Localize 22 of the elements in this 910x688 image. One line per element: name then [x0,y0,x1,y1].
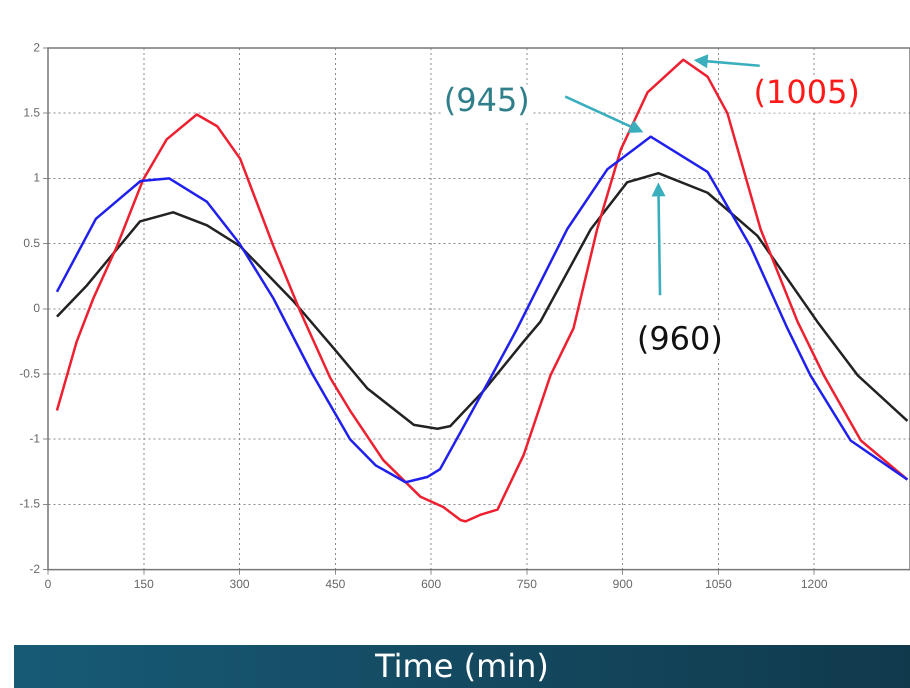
x-tick-label: 300 [230,577,250,592]
y-tick-label: -1.5 [19,496,40,511]
x-tick-label: 1050 [705,577,732,592]
y-tick-label: 1 [33,170,40,185]
x-tick-label: 450 [325,577,346,592]
y-tick-label: 2 [33,40,40,54]
x-tick-label: 600 [421,577,442,592]
annotation: (1005) [754,73,860,112]
y-tick-label: -0.5 [19,366,40,380]
x-tick-label: 750 [516,577,538,592]
x-axis-title: Time (min) [14,645,910,688]
y-tick-label: 1.5 [23,106,40,120]
y-tick-label: -2 [29,562,40,576]
x-tick-label: 150 [134,577,154,592]
annotation: (945) [444,81,530,120]
annotation: (960) [636,319,723,358]
y-tick-label: 0 [33,301,40,316]
x-tick-label: 0 [44,577,52,592]
x-tick-label: 900 [612,577,633,592]
x-tick-label: 1200 [800,577,828,592]
y-tick-label: 0.5 [23,236,40,250]
y-tick-label: -1 [29,432,40,446]
